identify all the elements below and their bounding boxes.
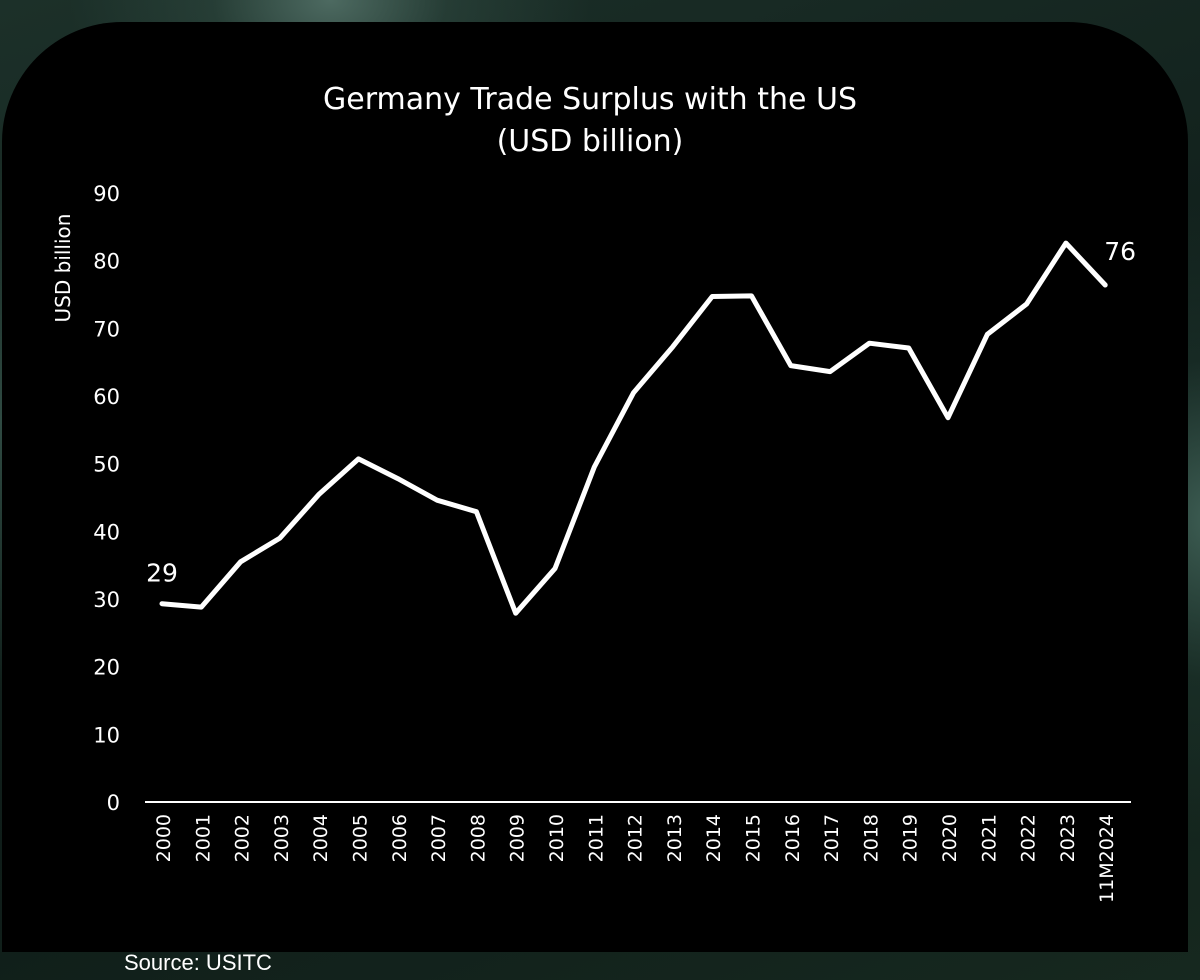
x-tick-label: 2015	[743, 814, 765, 862]
x-tick-label: 2009	[507, 814, 529, 862]
x-tick-label: 2010	[546, 814, 568, 862]
y-tick-label: 90	[93, 182, 120, 206]
y-tick-label: 40	[93, 520, 120, 544]
data-label: 76	[1104, 237, 1136, 266]
x-tick-label: 2004	[310, 814, 332, 862]
x-tick-label: 2002	[232, 814, 254, 862]
source-note: Source: USITC	[124, 950, 272, 975]
y-tick-label: 0	[107, 791, 120, 815]
chart-subtitle: (USD billion)	[496, 124, 684, 159]
y-tick-label: 60	[93, 385, 120, 409]
x-tick-label: 2022	[1018, 814, 1040, 862]
x-tick-label: 2011	[585, 814, 607, 862]
x-tick-label: 2020	[939, 814, 961, 862]
y-tick-label: 80	[93, 250, 120, 274]
chart-card	[2, 22, 1188, 952]
x-tick-label: 2017	[821, 814, 843, 862]
x-tick-label: 2008	[467, 814, 489, 862]
x-tick-label: 2023	[1057, 814, 1079, 862]
y-tick-label: 30	[93, 588, 120, 612]
x-tick-label: 2007	[428, 814, 450, 862]
chart-title: Germany Trade Surplus with the US	[323, 82, 857, 117]
x-tick-label: 2006	[389, 814, 411, 862]
x-tick-label: 2021	[978, 814, 1000, 862]
y-tick-label: 70	[93, 317, 120, 341]
x-tick-label: 2012	[625, 814, 647, 862]
y-tick-label: 20	[93, 656, 120, 680]
data-label: 29	[146, 559, 178, 588]
x-tick-label: 2014	[703, 814, 725, 862]
x-tick-label: 2016	[782, 814, 804, 862]
x-tick-label: 11M2024	[1096, 814, 1118, 903]
x-tick-label: 2001	[192, 814, 214, 862]
y-axis-title: USD billion	[51, 214, 75, 323]
x-tick-label: 2013	[664, 814, 686, 862]
y-tick-label: 50	[93, 453, 120, 477]
x-tick-label: 2003	[271, 814, 293, 862]
x-tick-label: 2019	[900, 814, 922, 862]
x-tick-label: 2018	[860, 814, 882, 862]
x-tick-label: 2005	[350, 814, 372, 862]
series-line	[159, 240, 1108, 616]
x-tick-label: 2000	[153, 814, 175, 862]
y-tick-label: 10	[93, 723, 120, 747]
